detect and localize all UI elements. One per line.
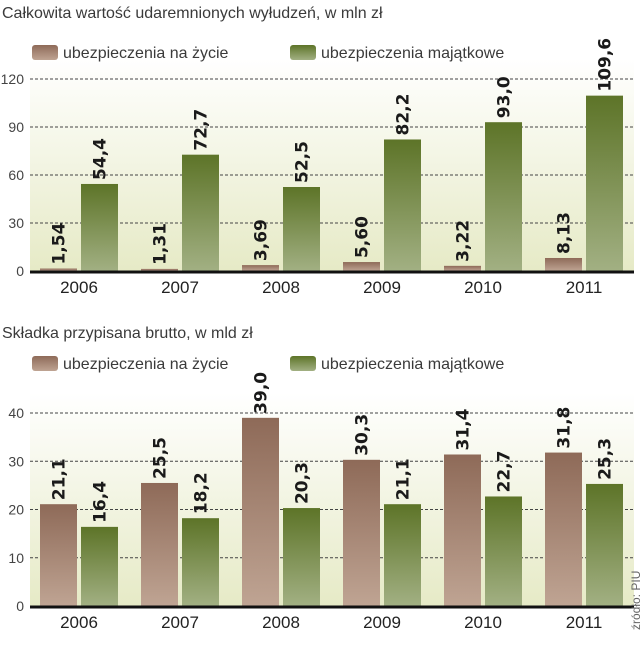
bar-property-2009 [384, 504, 421, 606]
data-label: 39,0 [252, 372, 272, 414]
x-tick-label: 2011 [566, 613, 603, 632]
bar-life-2009 [343, 459, 380, 606]
y-tick-label: 30 [8, 453, 24, 469]
chart-title: Składka przypisana brutto, w mld zł [2, 325, 253, 342]
bar-property-2010 [485, 122, 522, 271]
legend-swatch-property [290, 45, 316, 60]
bar-life-2008 [242, 265, 279, 271]
data-label: 25,3 [596, 438, 616, 480]
data-label: 25,5 [151, 437, 171, 479]
bar-life-2007 [141, 268, 178, 271]
y-tick-label: 30 [8, 215, 24, 231]
bar-property-2007 [182, 518, 219, 606]
x-tick-label: 2006 [60, 613, 98, 632]
x-tick-label: 2008 [262, 613, 300, 632]
data-label: 1,54 [50, 222, 70, 264]
data-label: 16,4 [91, 481, 111, 523]
data-label: 18,2 [192, 472, 212, 514]
source-note: źródło: PIU [629, 571, 643, 630]
legend-label-property: ubezpieczenia majątkowe [321, 45, 504, 62]
data-label: 21,1 [394, 458, 414, 500]
data-label: 82,2 [394, 94, 414, 136]
x-tick-label: 2009 [363, 278, 401, 297]
y-tick-label: 0 [16, 263, 24, 279]
data-label: 30,3 [353, 414, 373, 456]
legend-swatch-life [32, 356, 58, 371]
data-label: 72,7 [192, 109, 212, 151]
bar-property-2008 [283, 508, 320, 606]
bar-life-2006 [40, 504, 77, 606]
data-label: 21,1 [50, 458, 70, 500]
bar-life-2011 [545, 257, 582, 271]
y-tick-label: 20 [8, 502, 24, 518]
bar-life-2008 [242, 417, 279, 606]
bar-life-2006 [40, 268, 77, 271]
legend-swatch-property [290, 356, 316, 371]
data-label: 93,0 [495, 76, 515, 118]
x-tick-label: 2010 [464, 278, 502, 297]
bar-property-2006 [81, 526, 118, 606]
x-tick-label: 2009 [363, 613, 401, 632]
data-label: 5,60 [353, 216, 373, 258]
legend-label-property: ubezpieczenia majątkowe [321, 356, 504, 373]
x-tick-label: 2007 [161, 278, 199, 297]
bar-life-2010 [444, 265, 481, 271]
bar-life-2009 [343, 262, 380, 271]
bar-property-2008 [283, 187, 320, 271]
legend-label-life: ubezpieczenia na życie [63, 356, 229, 373]
bar-property-2011 [586, 483, 623, 606]
data-label: 3,22 [454, 220, 474, 262]
x-tick-label: 2008 [262, 278, 300, 297]
chart-gross-premium: Składka przypisana brutto, w mld zł ubezp… [2, 325, 634, 632]
bar-property-2007 [182, 154, 219, 271]
y-tick-label: 120 [1, 71, 25, 87]
data-label: 54,4 [91, 138, 111, 180]
y-tick-label: 60 [8, 167, 24, 183]
bar-property-2010 [485, 496, 522, 606]
x-tick-label: 2007 [161, 613, 199, 632]
data-label: 8,13 [555, 212, 575, 254]
legend-label-life: ubezpieczenia na życie [63, 45, 229, 62]
bar-property-2006 [81, 183, 118, 271]
plot-background [30, 59, 634, 271]
data-label: 109,6 [596, 38, 616, 92]
legend-swatch-life [32, 45, 58, 60]
x-tick-label: 2006 [60, 278, 98, 297]
data-label: 31,8 [555, 407, 575, 449]
y-tick-label: 10 [8, 550, 24, 566]
y-tick-label: 90 [8, 119, 24, 135]
data-label: 1,31 [151, 223, 171, 265]
y-tick-label: 40 [8, 405, 24, 421]
bar-property-2011 [586, 95, 623, 271]
data-label: 31,4 [454, 408, 474, 450]
bar-life-2011 [545, 452, 582, 606]
chart-title: Całkowita wartość udaremnionych wyłudzeń… [2, 5, 383, 22]
bar-property-2009 [384, 139, 421, 271]
data-label: 52,5 [293, 141, 313, 183]
data-label: 22,7 [495, 451, 515, 493]
bar-life-2010 [444, 454, 481, 606]
x-tick-label: 2010 [464, 613, 502, 632]
y-tick-label: 0 [16, 598, 24, 614]
data-label: 3,69 [252, 219, 272, 261]
plot-background [30, 393, 634, 606]
bar-life-2007 [141, 482, 178, 606]
chart-fraud-value: Całkowita wartość udaremnionych wyłudzeń… [1, 5, 634, 297]
data-label: 20,3 [293, 462, 313, 504]
x-tick-label: 2011 [566, 278, 603, 297]
